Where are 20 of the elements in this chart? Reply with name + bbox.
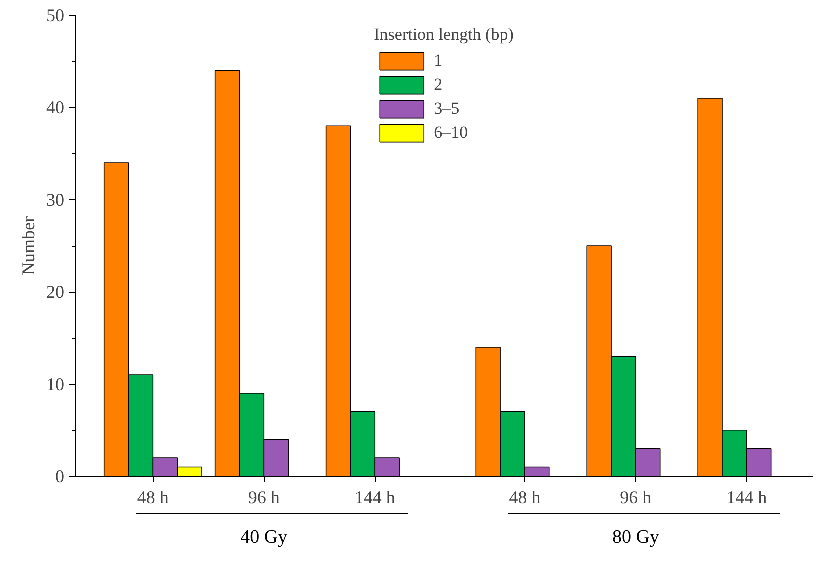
legend-title: Insertion length (bp) [374, 25, 514, 45]
y-tick-label: 10 [46, 374, 64, 394]
y-tick-label: 40 [46, 98, 64, 118]
legend-label: 1 [434, 50, 444, 72]
text: 80 Gy [612, 527, 660, 548]
x-tick-label: 48 h [137, 488, 169, 508]
x-tick-label: 144 h [726, 488, 768, 508]
y-axis-title: Number [18, 216, 38, 276]
y-tick-label: 20 [46, 282, 64, 302]
text: 40 Gy [240, 527, 288, 548]
legend-label: 2 [434, 74, 444, 96]
x-tick-label: 48 h [509, 488, 541, 508]
y-tick-label: 50 [46, 6, 64, 26]
x-tick-label: 144 h [354, 488, 396, 508]
y-tick-label: 30 [46, 190, 64, 210]
x-tick-label: 96 h [248, 488, 280, 508]
legend-label: 3–5 [434, 98, 460, 120]
legend-label: 6–10 [434, 122, 468, 144]
y-tick-label: 0 [56, 466, 64, 486]
x-tick-label: 96 h [620, 488, 652, 508]
